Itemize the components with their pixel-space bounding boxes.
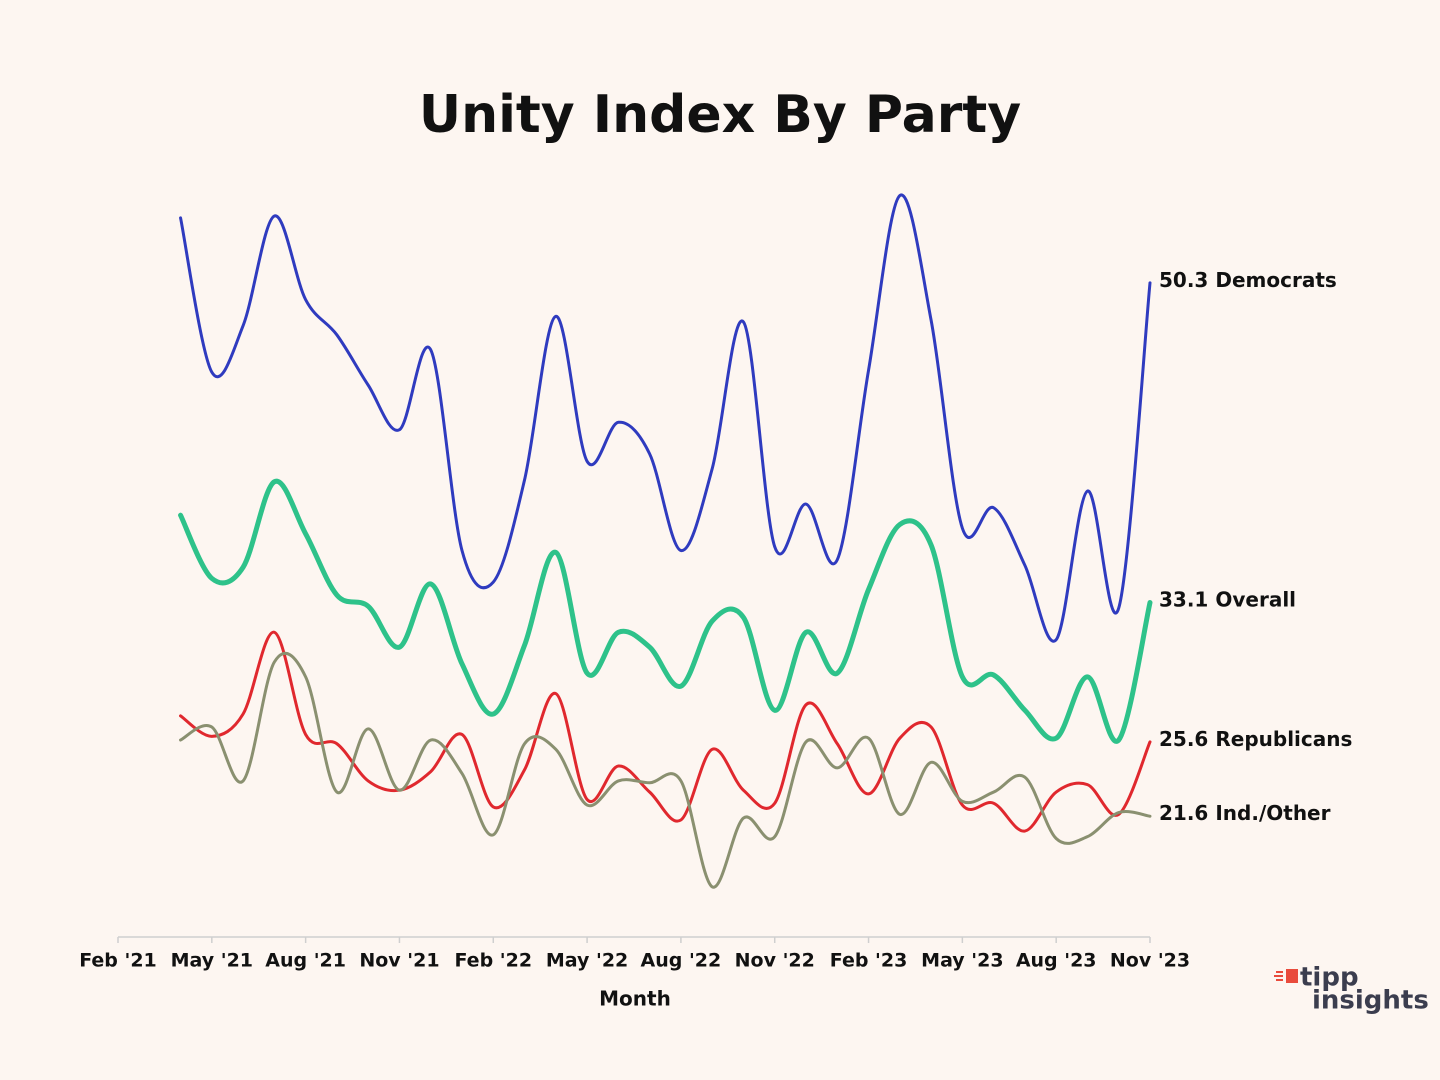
x-tick-label: Feb '23 — [830, 950, 908, 972]
logo-text: insights — [1312, 986, 1429, 1016]
end-label-value: 21.6 — [1159, 801, 1208, 825]
series-line — [179, 193, 1152, 643]
x-axis-label: Month — [599, 987, 671, 1011]
x-tick-label: Feb '21 — [79, 950, 157, 972]
series-line — [179, 630, 1152, 833]
x-tick-label: Aug '22 — [641, 950, 722, 972]
series-line — [179, 651, 1152, 889]
logo: tipp insights — [1274, 963, 1429, 1016]
end-label: 50.3 Democrats — [1159, 267, 1337, 291]
end-label-name: Overall — [1215, 587, 1296, 611]
end-label-name: Ind./Other — [1215, 801, 1330, 825]
x-tick-label: Aug '21 — [265, 950, 346, 972]
end-label-value: 50.3 — [1159, 267, 1208, 291]
logo-text: tipp — [1300, 963, 1359, 993]
end-label: 33.1 Overall — [1159, 587, 1296, 611]
x-tick-label: Feb '22 — [454, 950, 532, 972]
series-line — [178, 478, 1153, 744]
end-label-value: 25.6 — [1159, 726, 1208, 750]
logo-icon — [1286, 969, 1298, 983]
x-tick-label: May '23 — [921, 950, 1003, 972]
x-tick-label: May '21 — [171, 950, 253, 972]
x-tick-label: May '22 — [546, 950, 628, 972]
end-label-name: Republicans — [1215, 726, 1352, 750]
x-tick-label: Aug '23 — [1016, 950, 1097, 972]
x-tick-label: Nov '23 — [1110, 950, 1190, 972]
chart-title: Unity Index By Party — [419, 85, 1021, 145]
end-label-value: 33.1 — [1159, 587, 1208, 611]
x-tick-label: Nov '21 — [359, 950, 439, 972]
end-label: 25.6 Republicans — [1159, 726, 1352, 750]
x-tick-label: Nov '22 — [735, 950, 815, 972]
end-label: 21.6 Ind./Other — [1159, 801, 1331, 825]
end-label-name: Democrats — [1215, 267, 1336, 291]
